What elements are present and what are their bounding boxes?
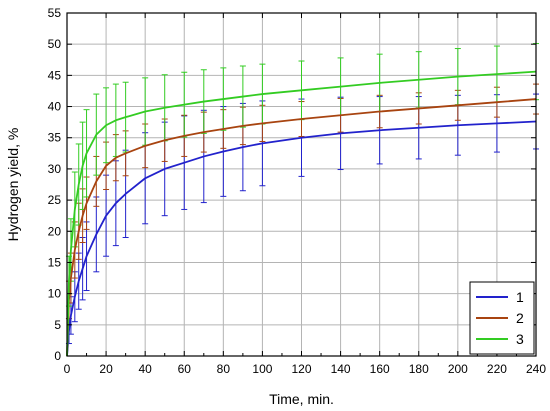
y-tick-label-5: 25 [48,193,62,207]
y-tick-labels: 0 5 10 15 20 25 30 35 40 45 50 55 [48,6,62,363]
y-axis-title: Hydrogen yield, % [5,128,21,242]
series-line-2 [66,98,537,357]
series-line-3 [66,70,537,357]
axis-ticks [66,12,537,357]
y-tick-label-0: 0 [54,349,61,363]
x-tick-label-3: 60 [178,362,192,376]
error-bars [65,43,539,345]
x-tick-label-11: 220 [487,362,507,376]
y-tick-label-8: 40 [48,100,62,114]
x-tick-label-8: 160 [370,362,390,376]
y-tick-label-7: 35 [48,131,62,145]
y-tick-label-6: 30 [48,162,62,176]
error-bars-series-1 [65,93,539,345]
x-tick-label-12: 240 [526,362,546,376]
legend-label-series-2: 2 [516,310,524,326]
y-tick-label-10: 50 [48,37,62,51]
x-tick-labels: 0 20 40 60 80 100 120 140 160 180 200 220 240 [64,362,547,376]
error-bars-series-3 [65,43,539,307]
legend: 1 2 3 [469,281,535,355]
x-tick-label-6: 120 [291,362,311,376]
y-tick-label-3: 15 [48,255,62,269]
series-line-1 [66,120,537,357]
x-tick-label-10: 200 [448,362,468,376]
x-tick-label-1: 20 [99,362,113,376]
legend-label-series-1: 1 [516,289,524,305]
x-tick-label-9: 180 [409,362,429,376]
y-tick-label-2: 10 [48,287,62,301]
x-tick-label-7: 140 [331,362,351,376]
y-tick-label-4: 20 [48,224,62,238]
x-tick-label-4: 80 [217,362,231,376]
series-lines [66,70,537,357]
y-tick-label-11: 55 [48,6,62,20]
x-axis-title: Time, min. [269,391,334,407]
legend-label-series-3: 3 [516,331,524,347]
x-tick-label-5: 100 [252,362,272,376]
x-tick-label-2: 40 [138,362,152,376]
y-tick-label-9: 45 [48,68,62,82]
x-tick-label-0: 0 [64,362,71,376]
y-tick-label-1: 5 [54,318,61,332]
